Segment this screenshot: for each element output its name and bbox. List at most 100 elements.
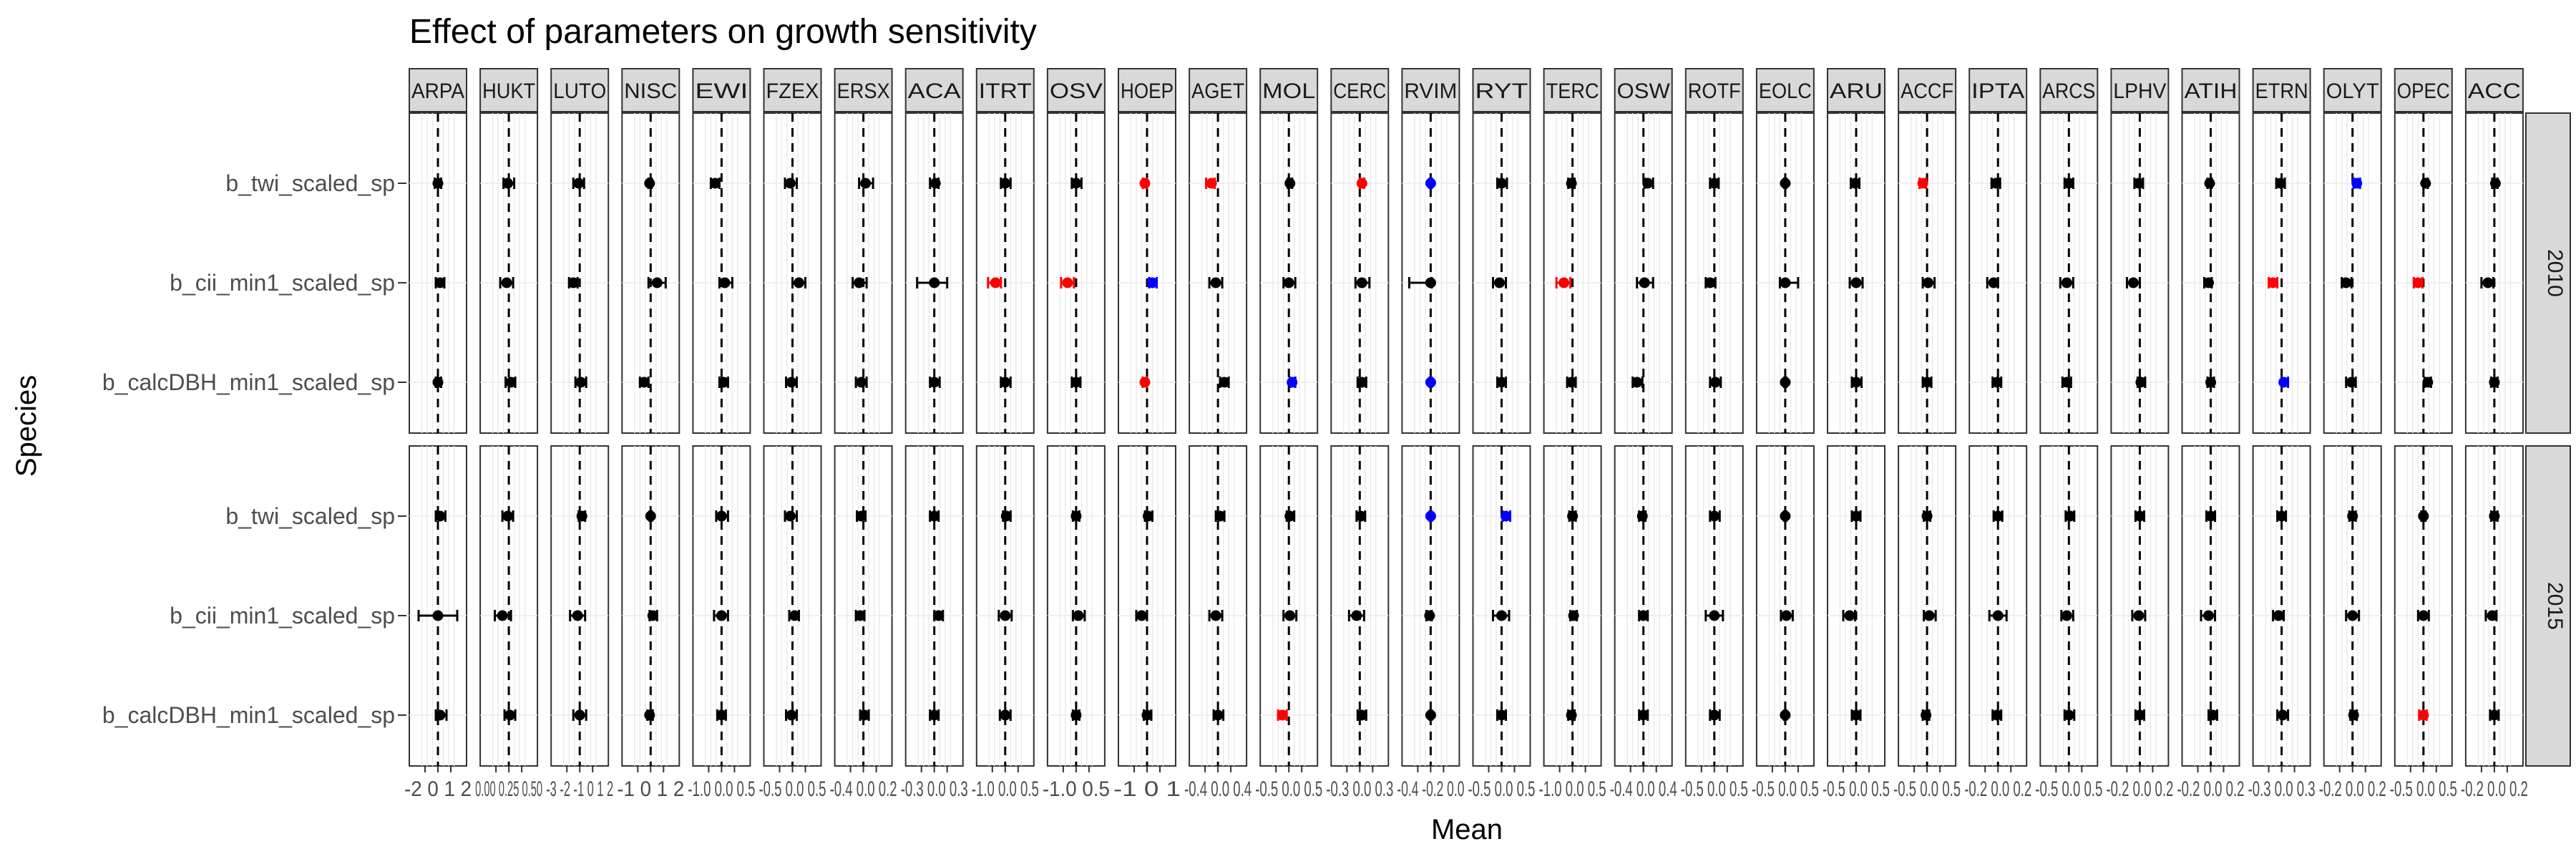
mean-point (1287, 377, 1298, 388)
mean-point (567, 277, 579, 288)
species-strip (1330, 68, 1390, 112)
mean-point (2482, 277, 2494, 288)
mean-point (1206, 178, 1217, 189)
mean-point (645, 510, 656, 522)
mean-point (1494, 277, 1505, 288)
mean-point (1070, 709, 1082, 721)
mean-point (2061, 377, 2072, 388)
mean-point (1219, 377, 1230, 388)
species-strip-label: NISC (624, 79, 677, 103)
species-strip (2464, 68, 2524, 112)
mean-point (1070, 178, 1082, 189)
species-strip (2252, 68, 2311, 112)
mean-point (1000, 178, 1011, 189)
mean-point (933, 610, 945, 621)
mean-point (1000, 510, 1012, 522)
x-tick-label: -0.2 0.0 0.2 (2319, 777, 2386, 801)
mean-point (1212, 709, 1224, 721)
mean-point (2278, 377, 2290, 388)
y-tick-label: b_cii_min1_scaled_sp (170, 270, 395, 296)
mean-point (856, 510, 867, 522)
species-strip-label: ATIH (2185, 79, 2238, 103)
x-tick-label: 0.00 0.25 0.50 (475, 777, 542, 801)
mean-point (501, 277, 512, 288)
mean-point (1141, 709, 1153, 721)
mean-point (572, 610, 583, 621)
species-strip (975, 68, 1035, 112)
species-strip-label: HUKT (482, 79, 535, 103)
mean-point (1501, 510, 1511, 522)
species-strip (2394, 68, 2453, 112)
species-strip (1968, 68, 2028, 112)
x-tick-label: -1 0 1 2 (617, 777, 684, 801)
mean-point (2133, 610, 2145, 621)
mean-point (1356, 709, 1367, 721)
mean-point (1850, 277, 1862, 288)
mean-point (1642, 178, 1654, 189)
mean-point (1850, 178, 1860, 189)
mean-point (1355, 510, 1367, 522)
species-strip-label: ROTF (1688, 79, 1741, 103)
x-tick-label: -0.5 0.0 0.5 (1681, 777, 1748, 801)
x-tick-label: -0.5 0.0 0.5 (1893, 777, 1961, 801)
species-strip-label: ERSX (837, 79, 890, 103)
mean-point (1923, 277, 1934, 288)
mean-point (2489, 377, 2500, 388)
mean-point (716, 510, 727, 522)
species-strip-label: EWI (695, 79, 748, 103)
mean-point (1062, 277, 1073, 288)
x-tick-label: -0.2 0.0 0.2 (2106, 777, 2173, 801)
mean-point (1136, 610, 1147, 621)
species-strip (621, 68, 680, 112)
mean-point (1566, 377, 1577, 388)
mean-point (1283, 277, 1294, 288)
species-strip-label: RYT (1475, 79, 1528, 103)
mean-point (2347, 610, 2358, 621)
mean-point (2418, 510, 2429, 522)
x-tick-label: -1.0 0.0 0.5 (688, 777, 755, 801)
species-strip-label: ACA (908, 79, 961, 103)
x-tick-label: -0.5 0.0 0.5 (2035, 777, 2102, 801)
species-strip-label: RVIM (1404, 79, 1457, 103)
x-tick-label: -0.3 0.0 0.3 (901, 777, 968, 801)
mean-point (651, 277, 663, 288)
mean-point (1000, 377, 1011, 388)
x-tick-label: -2 0 1 2 (404, 777, 472, 801)
mean-point (2487, 610, 2498, 621)
mean-point (718, 377, 729, 388)
mean-point (1496, 610, 1507, 621)
mean-point (1991, 709, 2003, 721)
chart-title: Effect of parameters on growth sensitivi… (409, 13, 1037, 51)
mean-point (1638, 709, 1649, 721)
mean-point (1147, 277, 1158, 288)
species-strip-label: EOLC (1759, 79, 1812, 103)
species-strip-label: ETRN (2255, 79, 2308, 103)
mean-point (1356, 178, 1367, 189)
x-tick-label: -0.2 0.0 0.2 (2177, 777, 2245, 801)
mean-point (860, 178, 872, 189)
species-strip-label: OSW (1617, 79, 1671, 103)
mean-point (1709, 510, 1720, 522)
mean-point (1214, 510, 1226, 522)
mean-point (432, 610, 444, 621)
mean-point (2268, 277, 2279, 288)
mean-point (647, 610, 658, 621)
mean-point (2203, 610, 2214, 621)
species-strip (1401, 68, 1460, 112)
x-tick-label: -0.5 0.0 0.5 (1468, 777, 1536, 801)
species-strip-label: TERC (1546, 79, 1599, 103)
mean-point (1780, 277, 1791, 288)
mean-point (2418, 610, 2429, 621)
mean-point (2412, 277, 2424, 288)
mean-point (1210, 610, 1221, 621)
x-tick-label: -0.5 0.0 0.5 (1823, 777, 1890, 801)
species-strip-label: LUTO (553, 79, 606, 103)
species-strip-label: ACC (2468, 79, 2521, 103)
mean-point (2135, 377, 2147, 388)
y-tick-label: b_calcDBH_min1_scaled_sp (102, 369, 395, 395)
mean-point (1568, 610, 1579, 621)
mean-point (2273, 610, 2284, 621)
species-strip (1118, 68, 1176, 112)
species-strip-label: OPEC (2397, 79, 2450, 103)
mean-point (2347, 510, 2358, 522)
